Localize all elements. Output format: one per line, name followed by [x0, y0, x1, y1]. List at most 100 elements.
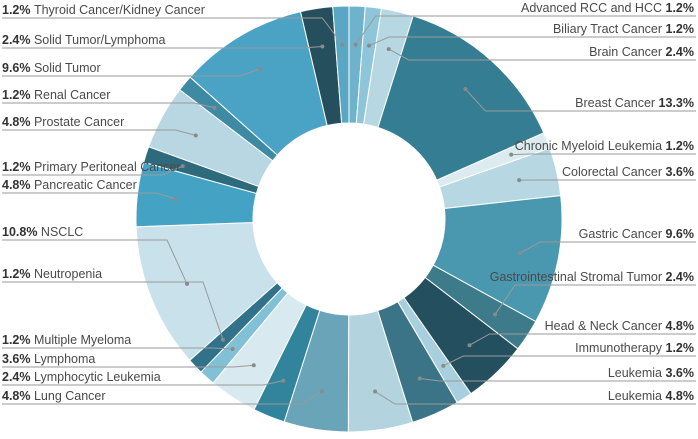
leader-dot	[517, 178, 522, 183]
slice-label-text: Colorectal Cancer	[562, 165, 666, 179]
slice-label-thyroid-cancer-kidney-cancer: 1.2% Thyroid Cancer/Kidney Cancer	[2, 3, 205, 17]
leader-line	[388, 48, 696, 61]
donut-slices	[135, 5, 563, 433]
leader-dot	[386, 47, 391, 52]
leader-dot	[417, 376, 422, 381]
slice-label-pancreatic-cancer: 4.8% Pancreatic Cancer	[2, 178, 137, 192]
slice-label-leukemia: Leukemia 4.8%	[608, 389, 694, 403]
slice-label-brain-cancer: Brain Cancer 2.4%	[589, 45, 694, 59]
slice-label-text: Head & Neck Cancer	[545, 319, 666, 333]
leader-dot	[257, 66, 262, 71]
slice-label-percent: 4.8%	[2, 389, 34, 403]
leader-line	[2, 68, 261, 77]
leader-line	[2, 17, 343, 45]
slice-label-percent: 1.2%	[666, 22, 695, 36]
slice-label-text: Solid Tumor	[34, 61, 101, 75]
leader-line	[511, 153, 696, 156]
slice-label-chronic-myeloid-leukemia: Chronic Myeloid Leukemia 1.2%	[515, 139, 694, 153]
slice-label-leukemia: Leukemia 3.6%	[608, 366, 694, 380]
leader-line	[2, 347, 233, 350]
leader-dot	[366, 43, 371, 48]
leader-dot	[180, 164, 185, 169]
slice-label-text: Neutropenia	[34, 267, 102, 281]
leader-dot	[220, 337, 225, 342]
leader-line	[2, 364, 254, 368]
slice-label-percent: 2.4%	[2, 33, 34, 47]
slice-label-text: Breast Cancer	[575, 96, 658, 110]
leader-dot	[185, 281, 190, 286]
slice-label-text: Brain Cancer	[589, 45, 665, 59]
leader-line	[494, 284, 696, 315]
slice-label-gastric-cancer: Gastric Cancer 9.6%	[579, 227, 694, 241]
leader-dot	[212, 105, 217, 110]
slice-label-text: Lung Cancer	[34, 389, 106, 403]
leader-line	[469, 333, 696, 346]
slice-label-text: Gastrointestinal Stromal Tumor	[490, 270, 666, 284]
slice-label-text: Multiple Myeloma	[34, 333, 131, 347]
slice-label-percent: 1.2%	[666, 1, 695, 15]
leader-line	[374, 391, 696, 405]
slice-thyroid-cancer-kidney-cancer-24[interactable]	[332, 5, 350, 124]
slice-label-neutropenia: 1.2% Neutropenia	[2, 267, 102, 281]
slice-label-lymphocytic-leukemia: 2.4% Lymphocytic Leukemia	[2, 370, 161, 384]
slice-label-solid-tumor: 9.6% Solid Tumor	[2, 61, 101, 75]
leader-line	[519, 241, 696, 254]
slice-label-percent: 9.6%	[2, 61, 34, 75]
leader-line	[2, 192, 176, 200]
slice-label-text: Renal Cancer	[34, 88, 110, 102]
slice-label-percent: 1.2%	[666, 341, 695, 355]
slice-label-text: Immunotherapy	[575, 341, 665, 355]
slice-label-breast-cancer: Breast Cancer 13.3%	[575, 96, 694, 110]
slice-label-percent: 10.8%	[2, 225, 41, 239]
leader-line	[2, 239, 188, 285]
slice-label-text: Solid Tumor/Lymphoma	[34, 33, 166, 47]
slice-label-percent: 3.6%	[666, 165, 695, 179]
leader-line	[2, 129, 196, 136]
leader-line	[2, 390, 323, 405]
slice-label-percent: 2.4%	[666, 270, 695, 284]
leader-dot	[353, 42, 358, 47]
slice-label-text: Prostate Cancer	[34, 115, 124, 129]
slice-label-head-neck-cancer: Head & Neck Cancer 4.8%	[545, 319, 694, 333]
slice-label-prostate-cancer: 4.8% Prostate Cancer	[2, 115, 124, 129]
leader-dot	[230, 346, 235, 351]
leader-line	[2, 165, 183, 176]
slice-label-percent: 4.8%	[666, 319, 695, 333]
slice-label-percent: 4.8%	[2, 178, 34, 192]
slice-label-advanced-rcc-and-hcc: Advanced RCC and HCC 1.2%	[521, 1, 694, 15]
slice-label-biliary-tract-cancer: Biliary Tract Cancer 1.2%	[553, 22, 694, 36]
leader-dot	[251, 363, 256, 368]
leader-line	[419, 377, 696, 382]
slice-label-percent: 13.3%	[659, 96, 694, 110]
slice-label-text: Chronic Myeloid Leukemia	[515, 139, 666, 153]
slice-label-text: Lymphocytic Leukemia	[34, 370, 161, 384]
slice-label-percent: 3.6%	[2, 352, 34, 366]
leader-line	[368, 36, 696, 47]
slice-label-percent: 1.2%	[2, 88, 34, 102]
slice-label-percent: 2.4%	[666, 45, 695, 59]
slice-label-text: Biliary Tract Cancer	[553, 22, 666, 36]
slice-label-percent: 1.2%	[2, 333, 34, 347]
slice-label-gastrointestinal-stromal-tumor: Gastrointestinal Stromal Tumor 2.4%	[490, 270, 694, 284]
slice-label-solid-tumor-lymphoma: 2.4% Solid Tumor/Lymphoma	[2, 33, 166, 47]
slice-label-percent: 1.2%	[2, 3, 34, 17]
slice-label-renal-cancer: 1.2% Renal Cancer	[2, 88, 110, 102]
slice-label-primary-peritoneal-cancer: 1.2% Primary Peritoneal Cancer	[2, 160, 181, 174]
slice-label-lung-cancer: 4.8% Lung Cancer	[2, 389, 106, 403]
slice-label-colorectal-cancer: Colorectal Cancer 3.6%	[562, 165, 694, 179]
slice-label-lymphoma: 3.6% Lymphoma	[2, 352, 95, 366]
leader-dot	[467, 343, 472, 348]
leader-dot	[518, 251, 523, 256]
leader-line	[443, 355, 696, 367]
leader-dot	[509, 152, 514, 157]
slice-label-multiple-myeloma: 1.2% Multiple Myeloma	[2, 333, 131, 347]
slice-label-immunotherapy: Immunotherapy 1.2%	[575, 341, 694, 355]
slice-label-percent: 9.6%	[666, 227, 695, 241]
leader-dot	[193, 133, 198, 138]
slice-label-text: Gastric Cancer	[579, 227, 666, 241]
leader-line	[2, 281, 224, 340]
slice-label-percent: 3.6%	[666, 366, 695, 380]
leader-dot	[340, 42, 345, 47]
leader-dot	[320, 44, 325, 49]
